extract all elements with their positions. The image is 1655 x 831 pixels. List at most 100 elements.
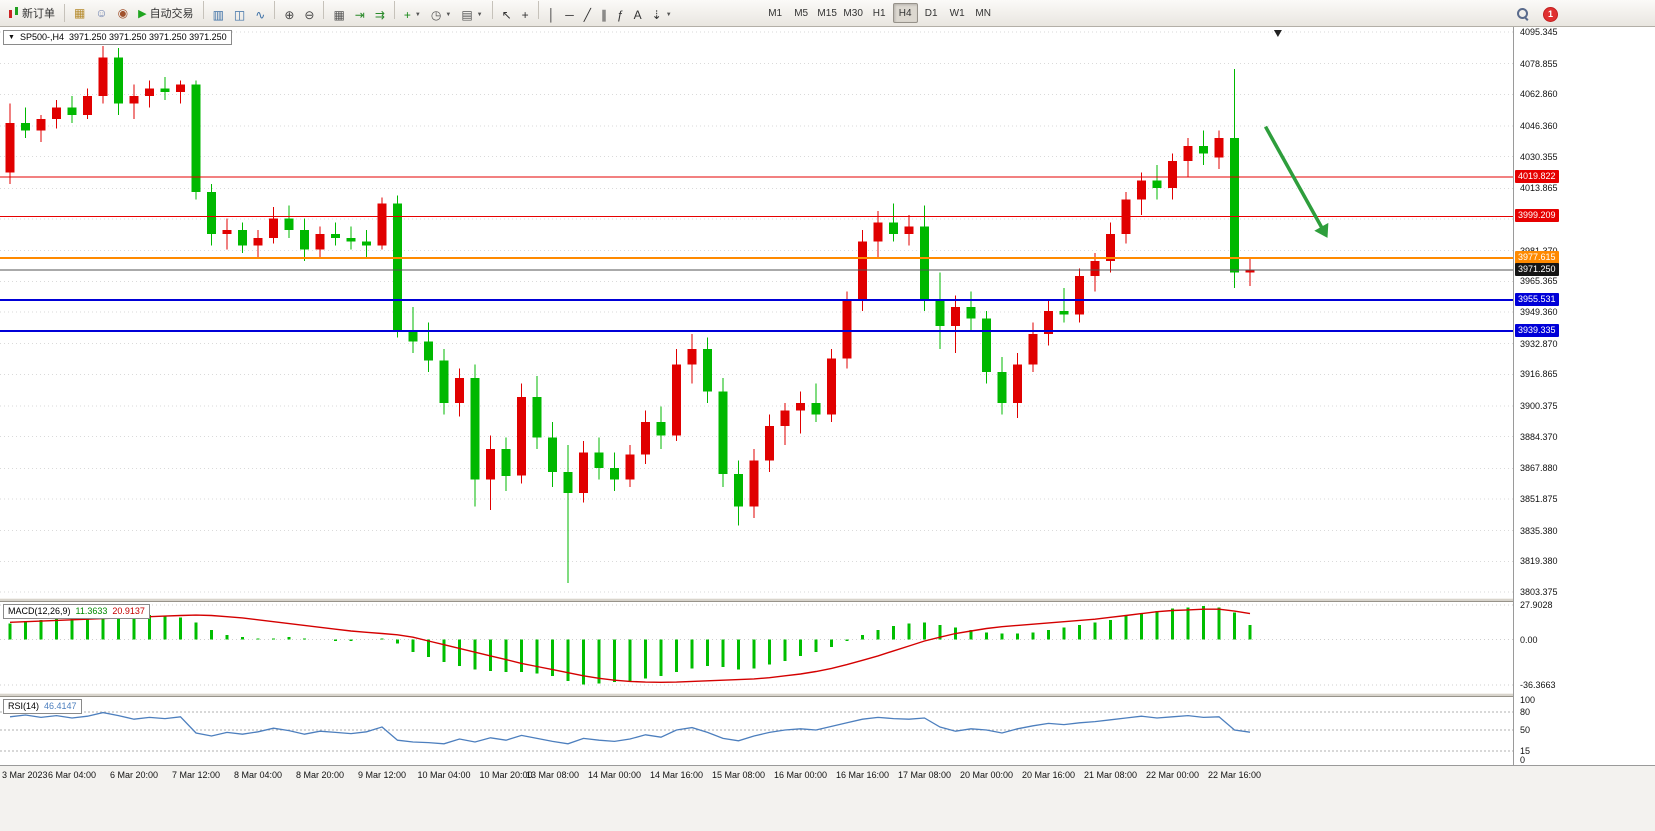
- rsi-pane[interactable]: RSI(14) 46.4147: [0, 697, 1513, 765]
- zoom-out-button[interactable]: ⊖: [299, 4, 319, 26]
- rsi-label-box[interactable]: RSI(14) 46.4147: [3, 699, 82, 714]
- timeframe-m15-button[interactable]: M15: [815, 3, 840, 23]
- macd-label-box[interactable]: MACD(12,26,9) 11.3633 20.9137: [3, 604, 150, 619]
- price-axis-label: 3819.380: [1520, 556, 1558, 567]
- vertical-line-button[interactable]: │: [543, 4, 561, 26]
- timeframe-toolbar: M1 M5 M15 M30 H1 H4 D1 W1 MN: [763, 3, 996, 23]
- trendline-button[interactable]: ╱: [579, 4, 596, 26]
- arrow-annotation[interactable]: [1263, 125, 1329, 238]
- zoom-in-icon: ⊕: [284, 7, 295, 22]
- auto-trading-button[interactable]: ▶ 自动交易: [133, 2, 198, 24]
- window-icons-group: ▦ ☺ ◉: [69, 2, 133, 24]
- candlestick-chart-button[interactable]: ◫: [229, 4, 250, 26]
- search-button[interactable]: [1512, 3, 1534, 25]
- pane-divider-main-macd[interactable]: [0, 598, 1655, 602]
- price-axis-label: 3851.875: [1520, 493, 1558, 504]
- templates-icon: ▤: [461, 7, 473, 22]
- price-axis-label: 3803.375: [1520, 587, 1558, 597]
- text-button[interactable]: A: [629, 4, 647, 26]
- community-button[interactable]: ☺: [90, 2, 112, 24]
- trendline-icon: ╱: [583, 7, 591, 22]
- rsi-axis-label: 15: [1520, 746, 1531, 756]
- new-order-button[interactable]: 新订单: [3, 2, 60, 24]
- candlestick-chart-icon: ◫: [233, 7, 246, 22]
- market-watch-button[interactable]: ▦: [69, 2, 90, 24]
- time-axis-label: 22 Mar 00:00: [1145, 770, 1200, 780]
- horizontal-line-button[interactable]: ─: [560, 4, 579, 26]
- timeframe-d1-button[interactable]: D1: [919, 3, 944, 23]
- time-axis-label: 21 Mar 08:00: [1083, 770, 1138, 780]
- notification-badge[interactable]: 1: [1543, 6, 1558, 22]
- templates-button[interactable]: ▤ ▼: [456, 4, 487, 26]
- horizontal-line-icon: ─: [565, 7, 574, 22]
- timeframe-h1-button[interactable]: H1: [867, 3, 892, 23]
- tile-windows-button[interactable]: ▦: [328, 4, 349, 26]
- time-axis[interactable]: 3 Mar 2023 6 Mar 04:00 6 Mar 20:00 7 Mar 12…: [0, 765, 1655, 831]
- macd-pane[interactable]: MACD(12,26,9) 11.3633 20.9137: [0, 602, 1513, 693]
- auto-trading-play-icon: ▶: [138, 7, 147, 20]
- bar-chart-icon: ▥: [212, 7, 224, 22]
- rsi-axis-label: 80: [1520, 707, 1531, 717]
- pane-divider-macd-rsi[interactable]: [0, 693, 1655, 697]
- new-order-icon: [8, 6, 19, 20]
- community-icon: ☺: [95, 6, 108, 20]
- time-axis-label: 10 Mar 20:00: [479, 770, 533, 780]
- auto-scroll-button[interactable]: ⇥: [350, 4, 370, 26]
- macd-axis-label: 0.00: [1520, 634, 1538, 645]
- timeframe-w1-button[interactable]: W1: [945, 3, 970, 23]
- rsi-axis-label: 50: [1520, 725, 1531, 735]
- toolbar-separator: [537, 0, 539, 19]
- current-price-tag: 3971.250: [1515, 263, 1559, 276]
- arrows-button[interactable]: ⇣ ▼: [647, 4, 677, 26]
- news-button[interactable]: ◉: [113, 2, 133, 24]
- time-axis-label: 7 Mar 12:00: [171, 770, 221, 780]
- price-axis-label: 4013.865: [1520, 183, 1558, 194]
- indicators-button[interactable]: + ▼: [399, 4, 426, 26]
- price-level-tag: 4019.822: [1515, 170, 1559, 183]
- bar-chart-button[interactable]: ▥: [208, 4, 229, 26]
- main-chart-pane[interactable]: ▼ SP500-,H4 3971.250 3971.250 3971.250 3…: [0, 28, 1513, 598]
- price-axis[interactable]: 4095.345 4078.855 4062.860 4046.360 4030.355…: [1513, 27, 1655, 765]
- auto-scroll-icon: ⇥: [354, 7, 365, 22]
- periods-icon: ◷: [430, 7, 442, 22]
- price-axis-label: 3867.880: [1520, 463, 1558, 474]
- time-axis-label: 15 Mar 08:00: [711, 770, 766, 780]
- price-axis-label: 3981.370: [1520, 246, 1558, 256]
- market-watch-icon: ▦: [74, 6, 86, 20]
- collapse-triangle-icon[interactable]: ▼: [8, 34, 15, 41]
- time-axis-label: 22 Mar 16:00: [1207, 770, 1262, 780]
- time-axis-label: 14 Mar 16:00: [649, 770, 704, 780]
- fibonacci-button[interactable]: ƒ: [612, 4, 629, 26]
- timeframe-m5-button[interactable]: M5: [789, 3, 814, 23]
- timeframe-h4-button[interactable]: H4: [892, 3, 918, 23]
- price-axis-label: 3835.380: [1520, 525, 1558, 536]
- scroll-marker-icon[interactable]: [1273, 30, 1282, 37]
- price-axis-label: 4062.860: [1520, 89, 1558, 100]
- timeframe-mn-button[interactable]: MN: [971, 3, 996, 23]
- fibonacci-icon: ƒ: [616, 7, 624, 22]
- periods-button[interactable]: ◷ ▼: [426, 4, 456, 26]
- candles-layer: [5, 46, 1255, 584]
- time-axis-label: 10 Mar 04:00: [417, 770, 471, 780]
- price-axis-label: 3949.360: [1520, 307, 1558, 317]
- time-axis-label: 16 Mar 16:00: [835, 770, 890, 780]
- macd-name: MACD(12,26,9): [8, 606, 71, 616]
- arrows-icon: ⇣: [651, 7, 662, 22]
- line-chart-button[interactable]: ∿: [250, 4, 270, 26]
- macd-axis-label: 27.9028: [1520, 600, 1553, 610]
- crosshair-button[interactable]: +: [517, 4, 534, 26]
- zoom-in-button[interactable]: ⊕: [279, 4, 299, 26]
- cursor-icon: ↖: [501, 7, 512, 22]
- equidistant-channel-button[interactable]: ∥: [596, 4, 612, 26]
- symbol-ohlc-box[interactable]: ▼ SP500-,H4 3971.250 3971.250 3971.250 3…: [3, 30, 232, 45]
- macd-main-value: 11.3633: [75, 606, 108, 616]
- time-axis-label: 6 Mar 04:00: [47, 770, 97, 780]
- timeframe-m30-button[interactable]: M30: [841, 3, 866, 23]
- rsi-value: 46.4147: [44, 701, 77, 711]
- ohlc-values: 3971.250 3971.250 3971.250 3971.250: [68, 32, 227, 42]
- cursor-button[interactable]: ↖: [497, 4, 517, 26]
- time-axis-label: 9 Mar 12:00: [357, 770, 407, 780]
- timeframe-m1-button[interactable]: M1: [763, 3, 788, 23]
- chart-shift-button[interactable]: ⇉: [370, 4, 390, 26]
- toolbar-separator: [64, 4, 65, 22]
